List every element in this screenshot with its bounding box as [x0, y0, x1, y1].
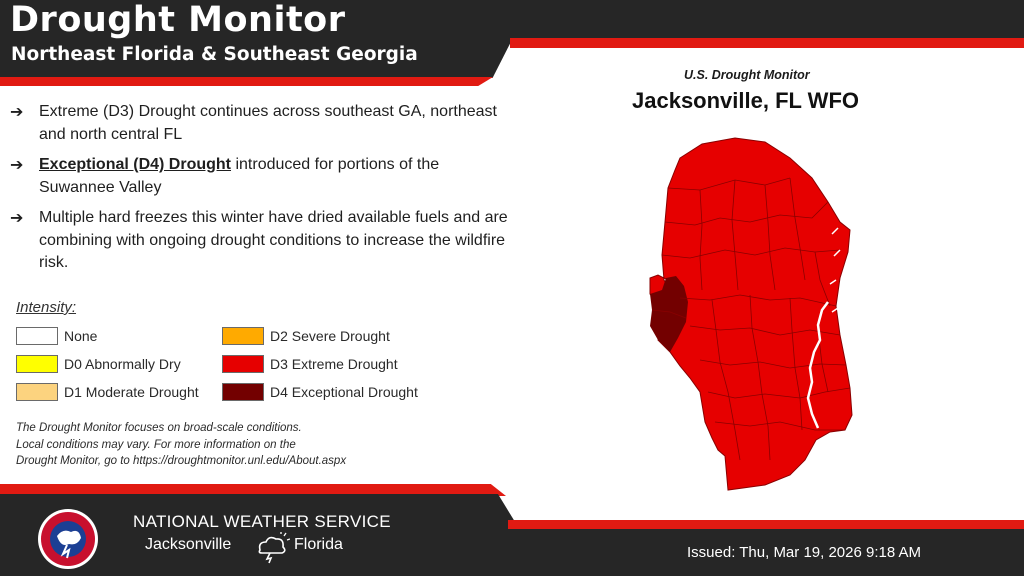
office-city: Jacksonville: [145, 536, 232, 553]
key-point-emphasis: Exceptional (D4) Drought: [39, 156, 232, 173]
map-subtitle: U.S. Drought Monitor: [684, 68, 810, 82]
key-point-text: Multiple hard freezes this winter have d…: [39, 209, 508, 271]
header-title-panel: [0, 0, 512, 78]
agency-name: NATIONAL WEATHER SERVICE: [133, 512, 391, 531]
arrow-icon: ➔: [10, 155, 24, 174]
legend-label: D4 Exceptional Drought: [270, 384, 418, 400]
key-point-1: ➔ Extreme (D3) Drought continues across …: [10, 101, 515, 146]
drought-map: [649, 137, 853, 491]
key-point-text: introduced for portions of the Suwannee …: [39, 156, 440, 196]
key-points-list: ➔ Extreme (D3) Drought continues across …: [10, 101, 515, 283]
legend-swatch: [16, 355, 58, 373]
legend-label: D1 Moderate Drought: [64, 384, 199, 400]
arrow-icon: ➔: [10, 208, 24, 227]
footer-band: [508, 529, 1024, 576]
key-point-3: ➔ Multiple hard freezes this winter have…: [10, 207, 515, 275]
header-accent-stripe-right: [510, 38, 1024, 48]
footer-accent-stripe-left: [0, 484, 506, 496]
st-johns-river: [806, 301, 829, 429]
key-point-2: ➔ Exceptional (D4) Drought introduced fo…: [10, 154, 515, 199]
legend-item-d2: D2 Severe Drought: [222, 326, 390, 346]
legend-item-d0: D0 Abnormally Dry: [16, 354, 181, 374]
legend-swatch: [222, 327, 264, 345]
nws-logo-icon: [38, 509, 98, 569]
key-point-text: Extreme (D3) Drought continues across so…: [39, 103, 497, 143]
legend-item-d1: D1 Moderate Drought: [16, 382, 199, 402]
issued-timestamp: Issued: Thu, Mar 19, 2026 9:18 AM: [687, 544, 922, 561]
legend-swatch: [222, 383, 264, 401]
legend-swatch: [16, 327, 58, 345]
legend-swatch: [222, 355, 264, 373]
disclaimer-line: Drought Monitor, go to https://droughtmo…: [16, 455, 347, 467]
legend-swatch: [16, 383, 58, 401]
disclaimer-line: Local conditions may vary. For more info…: [16, 438, 296, 451]
legend-item-d4: D4 Exceptional Drought: [222, 382, 418, 402]
footer-accent-stripe-right: [508, 520, 1024, 529]
legend-label: D3 Extreme Drought: [270, 356, 398, 372]
coastal-inlets: [829, 227, 841, 313]
disclaimer-line: The Drought Monitor focuses on broad-sca…: [16, 422, 302, 434]
office-state: Florida: [294, 536, 343, 553]
legend-label: None: [64, 328, 98, 344]
arrow-icon: ➔: [10, 102, 24, 121]
page-title: Drought Monitor: [10, 0, 346, 40]
storm-sun-icon: [258, 532, 290, 564]
legend-item-none: None: [16, 326, 97, 346]
page-subtitle: Northeast Florida & Southeast Georgia: [11, 44, 418, 65]
disclaimer-note: The Drought Monitor focuses on broad-sca…: [16, 420, 456, 470]
legend-label: D0 Abnormally Dry: [64, 356, 181, 372]
header-accent-stripe-left: [0, 77, 493, 86]
county-boundaries: [651, 177, 851, 461]
legend-item-d3: D3 Extreme Drought: [222, 354, 398, 374]
legend-title: Intensity:: [16, 299, 77, 316]
d4-exceptional-drought-area: [650, 276, 688, 352]
legend-label: D2 Severe Drought: [270, 328, 390, 344]
map-title: Jacksonville, FL WFO: [632, 88, 859, 113]
